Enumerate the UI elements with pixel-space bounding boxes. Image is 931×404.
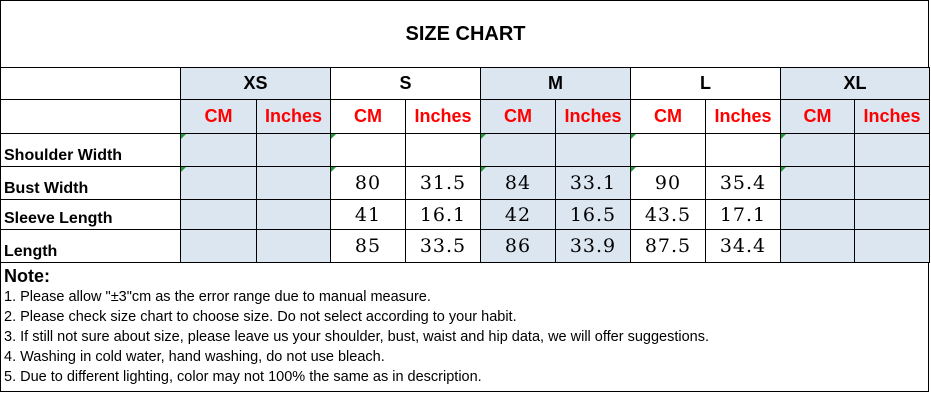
note-line: 5. Due to different lighting, color may … xyxy=(4,369,482,385)
value-cell xyxy=(631,134,706,167)
value-cell: 33.5 xyxy=(406,230,481,263)
value-cell xyxy=(781,134,855,167)
notes-heading: Note: xyxy=(4,266,50,286)
unit-header: CM xyxy=(481,100,556,134)
size-chart: SIZE CHART XS CM Inches S CM Inches M CM Inches L… xyxy=(0,0,930,393)
note-line: 2. Please check size chart to choose siz… xyxy=(4,309,517,325)
value-cell xyxy=(855,200,930,230)
unit-header: Inches xyxy=(556,100,631,134)
value-cell: 17.1 xyxy=(706,200,781,230)
size-header: XS xyxy=(181,68,331,100)
value-cell: 35.4 xyxy=(706,167,781,200)
value-cell xyxy=(257,134,331,167)
value-cell xyxy=(181,134,257,167)
value-cell xyxy=(855,230,930,263)
value-cell: 43.5 xyxy=(631,200,706,230)
row-label: Sleeve Length xyxy=(1,200,181,230)
value-cell xyxy=(257,167,331,200)
value-cell: 16.1 xyxy=(406,200,481,230)
row-label: Shoulder Width xyxy=(1,134,181,167)
unit-header: Inches xyxy=(855,100,930,134)
value-cell xyxy=(855,167,930,200)
unit-header: Inches xyxy=(706,100,781,134)
corner-cell xyxy=(1,100,181,134)
value-cell: 41 xyxy=(331,200,406,230)
value-cell xyxy=(331,134,406,167)
value-cell xyxy=(481,134,556,167)
note-line: 4. Washing in cold water, hand washing, … xyxy=(4,349,385,365)
value-cell xyxy=(855,134,930,167)
note-line: 3. If still not sure about size, please … xyxy=(4,329,709,345)
unit-header: CM xyxy=(331,100,406,134)
unit-header: CM xyxy=(781,100,855,134)
unit-header: Inches xyxy=(257,100,331,134)
row-label: Length xyxy=(1,230,181,263)
value-cell xyxy=(781,230,855,263)
unit-header: Inches xyxy=(406,100,481,134)
notes-section: Note: 1. Please allow "±3"cm as the erro… xyxy=(1,263,930,393)
value-cell: 84 xyxy=(481,167,556,200)
size-header: M xyxy=(481,68,631,100)
size-header: L xyxy=(631,68,781,100)
value-cell xyxy=(181,167,257,200)
value-cell xyxy=(781,200,855,230)
size-header: XL xyxy=(781,68,930,100)
size-header: S xyxy=(331,68,481,100)
chart-title: SIZE CHART xyxy=(1,1,930,68)
value-cell: 33.9 xyxy=(556,230,631,263)
value-cell: 42 xyxy=(481,200,556,230)
corner-cell xyxy=(1,68,181,100)
note-line: 1. Please allow "±3"cm as the error rang… xyxy=(4,289,431,305)
value-cell xyxy=(406,134,481,167)
value-cell xyxy=(556,134,631,167)
value-cell: 16.5 xyxy=(556,200,631,230)
value-cell: 85 xyxy=(331,230,406,263)
unit-header: CM xyxy=(181,100,257,134)
value-cell: 31.5 xyxy=(406,167,481,200)
value-cell xyxy=(781,167,855,200)
value-cell: 33.1 xyxy=(556,167,631,200)
value-cell: 90 xyxy=(631,167,706,200)
value-cell xyxy=(181,230,257,263)
value-cell: 86 xyxy=(481,230,556,263)
value-cell xyxy=(706,134,781,167)
value-cell: 34.4 xyxy=(706,230,781,263)
value-cell xyxy=(181,200,257,230)
unit-header: CM xyxy=(631,100,706,134)
value-cell: 80 xyxy=(331,167,406,200)
value-cell: 87.5 xyxy=(631,230,706,263)
row-label: Bust Width xyxy=(1,167,181,200)
value-cell xyxy=(257,230,331,263)
value-cell xyxy=(257,200,331,230)
